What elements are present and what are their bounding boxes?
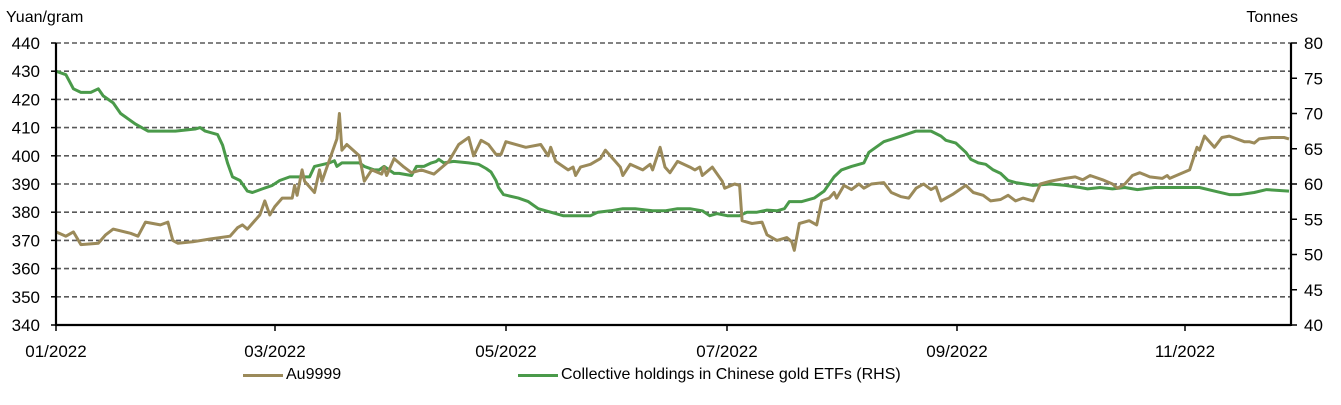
left-tick-label: 440 xyxy=(12,34,40,53)
legend: Au9999 Collective holdings in Chinese go… xyxy=(0,366,1341,388)
left-tick-label: 360 xyxy=(12,260,40,279)
etf-holdings-line xyxy=(55,69,1290,218)
x-tick-label: 05/2022 xyxy=(475,342,536,361)
left-tick-label: 380 xyxy=(12,203,40,222)
gridlines xyxy=(56,42,1291,298)
right-axis-tick-labels: 80 75 70 65 60 55 50 45 40 xyxy=(1304,34,1323,335)
left-tick-label: 430 xyxy=(12,62,40,81)
right-tick-label: 65 xyxy=(1304,140,1323,159)
left-axis-tick-labels: 440 430 420 410 400 390 380 370 360 350 340 xyxy=(12,34,40,335)
right-tick-label: 70 xyxy=(1304,105,1323,124)
legend-item-etf: Collective holdings in Chinese gold ETFs… xyxy=(518,366,901,384)
right-tick-label: 55 xyxy=(1304,210,1323,229)
legend-item-au9999: Au9999 xyxy=(243,366,341,384)
series-lines xyxy=(55,69,1290,252)
legend-swatch-etf xyxy=(518,373,558,377)
left-tick-label: 390 xyxy=(12,175,40,194)
au9999-line xyxy=(55,112,1290,252)
x-tick-label: 03/2022 xyxy=(244,342,305,361)
left-tick-label: 370 xyxy=(12,231,40,250)
axes xyxy=(51,42,1297,331)
x-tick-label: 11/2022 xyxy=(1155,342,1215,361)
right-tick-label: 60 xyxy=(1304,175,1323,194)
right-axis-title: Tonnes xyxy=(1246,9,1298,26)
left-tick-label: 350 xyxy=(12,288,40,307)
x-tick-label: 07/2022 xyxy=(696,342,757,361)
x-axis-tick-labels: 01/2022 03/2022 05/2022 07/2022 09/2022 11/20… xyxy=(25,342,1215,361)
left-tick-label: 420 xyxy=(12,90,40,109)
legend-label-etf: Collective holdings in Chinese gold ETFs… xyxy=(561,366,901,383)
legend-label-au9999: Au9999 xyxy=(286,366,342,383)
left-axis-title: Yuan/gram xyxy=(6,9,83,26)
x-tick-label: 09/2022 xyxy=(926,342,987,361)
right-tick-label: 80 xyxy=(1304,34,1323,53)
right-tick-label: 75 xyxy=(1304,69,1323,88)
right-tick-label: 45 xyxy=(1304,281,1323,300)
legend-swatch-au9999 xyxy=(243,373,283,377)
right-tick-label: 50 xyxy=(1304,246,1323,265)
left-tick-label: 400 xyxy=(12,147,40,166)
right-tick-label: 40 xyxy=(1304,316,1323,335)
x-tick-label: 01/2022 xyxy=(25,342,86,361)
left-tick-label: 410 xyxy=(12,119,40,138)
left-tick-label: 340 xyxy=(12,316,40,335)
